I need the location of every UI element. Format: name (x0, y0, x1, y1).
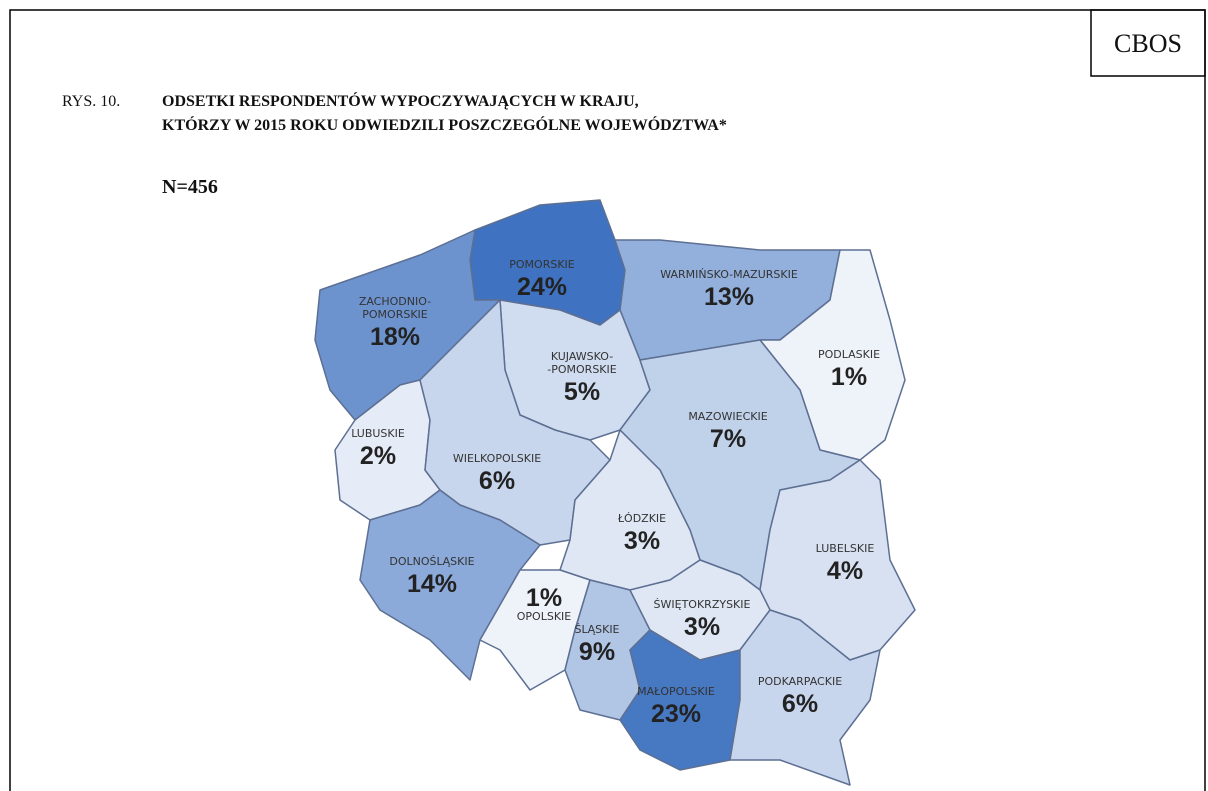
region-value: 9% (579, 638, 615, 666)
sample-size: N=456 (162, 176, 218, 198)
region-name: POMORSKIE (509, 258, 575, 271)
region (619, 629, 741, 771)
region-name: POMORSKIE (362, 308, 428, 321)
brand-box (1090, 9, 1206, 77)
region-name: MAZOWIECKIE (688, 410, 767, 423)
region-name: LUBELSKIE (816, 542, 875, 555)
map: POMORSKIE24%ZACHODNIO-POMORSKIE18%WARMIŃ… (314, 199, 916, 786)
region-name: LUBUSKIE (351, 427, 405, 440)
region-value: 23% (651, 700, 701, 728)
figure-number: RYS. 10. (62, 93, 120, 110)
region-name: WARMIŃSKO-MAZURSKIE (660, 268, 798, 281)
region-value: 6% (782, 690, 818, 718)
region-name: KUJAWSKO- (551, 350, 613, 363)
region-name: ŁÓDZKIE (617, 512, 666, 525)
region-value: 13% (704, 283, 754, 311)
region-value: 7% (710, 425, 746, 453)
region-name: DOLNOŚLĄSKIE (389, 555, 474, 568)
region-name: -POMORSKIE (547, 363, 616, 376)
region-name: PODLASKIE (818, 348, 880, 361)
region-name: ŚLĄSKIE (574, 623, 619, 636)
region-name: MAŁOPOLSKIE (637, 685, 715, 698)
frame (9, 9, 1206, 791)
region-value: 6% (479, 467, 515, 495)
region-value: 1% (831, 363, 867, 391)
region-name: WIELKOPOLSKIE (453, 452, 541, 465)
region (729, 609, 881, 786)
region-value: 1% (526, 584, 562, 612)
brand: CBOS (1114, 29, 1182, 58)
region-value: 3% (624, 527, 660, 555)
region-value: 4% (827, 557, 863, 585)
region-value: 3% (684, 613, 720, 641)
title-line: KTÓRZY W 2015 ROKU ODWIEDZILI POSZCZEGÓL… (162, 115, 727, 134)
region-name: ZACHODNIO- (359, 295, 431, 308)
region-value: 24% (517, 273, 567, 301)
region-value: 14% (407, 570, 457, 598)
region-value: 18% (370, 323, 420, 351)
region-name: PODKARPACKIE (758, 675, 842, 688)
title-line: ODSETKI RESPONDENTÓW WYPOCZYWAJĄCYCH W K… (162, 91, 639, 110)
region-value: 2% (360, 442, 396, 470)
region-name: ŚWIĘTOKRZYSKIE (654, 598, 751, 611)
region-name: OPOLSKIE (517, 610, 572, 623)
region-value: 5% (564, 378, 600, 406)
